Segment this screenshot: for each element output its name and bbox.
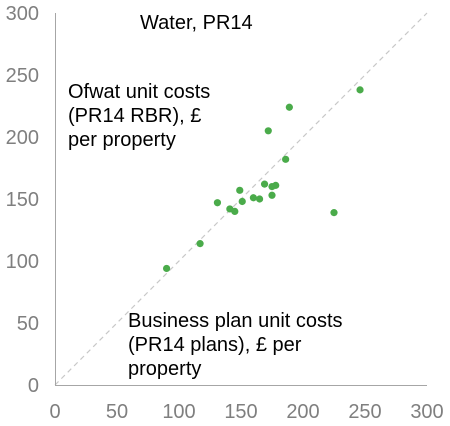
data-point (213, 199, 222, 207)
data-point (282, 155, 290, 163)
chart-title: Water, PR14 (140, 12, 253, 34)
x-tick-label: 0 (49, 401, 60, 423)
y-tick-label: 100 (6, 251, 39, 273)
y-axis-ticks: 0 50 100 150 200 250 300 (6, 3, 39, 397)
data-point (264, 127, 272, 135)
data-point (330, 209, 338, 217)
data-point (268, 191, 276, 199)
y-tick-label: 50 (17, 313, 39, 335)
y-axis-annotation: Ofwat unit costs (PR14 RBR), £ per prope… (68, 81, 211, 151)
data-point (356, 86, 364, 94)
data-point (196, 240, 204, 248)
y-tick-label: 0 (28, 375, 39, 397)
x-tick-label: 150 (224, 401, 257, 423)
data-point (238, 197, 246, 206)
y-tick-label: 150 (6, 189, 39, 211)
y-tick-label: 200 (6, 127, 39, 149)
x-tick-label: 200 (286, 401, 319, 423)
x-tick-label: 300 (410, 401, 443, 423)
data-point (163, 264, 171, 273)
data-point (231, 207, 239, 215)
y-tick-label: 250 (6, 65, 39, 87)
data-point (256, 195, 264, 203)
data-point (272, 181, 280, 189)
y-tick-label: 300 (6, 3, 39, 25)
data-points (163, 86, 364, 273)
data-point (249, 194, 257, 202)
data-point (236, 186, 244, 194)
x-tick-label: 250 (348, 401, 381, 423)
x-axis-ticks: 0 50 100 150 200 250 300 (49, 401, 443, 423)
x-tick-label: 100 (162, 401, 195, 423)
x-tick-label: 50 (106, 401, 128, 423)
data-point (260, 180, 269, 188)
x-axis-annotation: Business plan unit costs (PR14 plans), £… (128, 310, 343, 380)
data-point (285, 103, 293, 111)
